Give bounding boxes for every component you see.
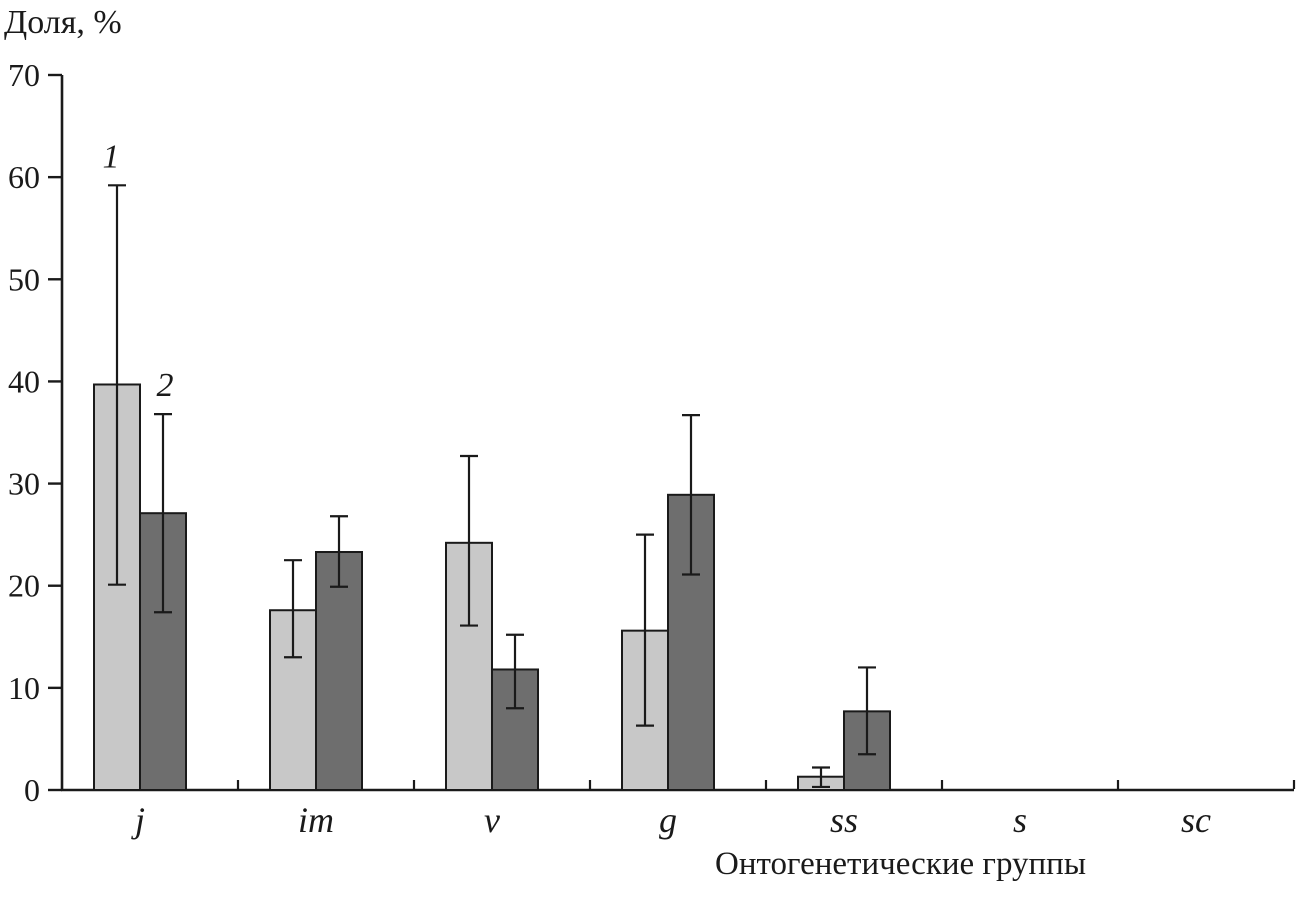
y-axis-title: Доля, % [4, 4, 122, 41]
error-bar-s1-im [284, 559, 302, 659]
error-bar-s2-j [154, 413, 172, 614]
category-label-g: g [659, 800, 677, 840]
series-label-1: 1 [103, 138, 120, 175]
category-label-j: j [131, 800, 145, 840]
error-bar-s2-im [330, 515, 348, 588]
y-tick-label: 60 [8, 159, 40, 195]
y-tick-label: 50 [8, 261, 40, 297]
category-label-ss: ss [830, 800, 858, 840]
category-label-sc: sc [1181, 800, 1211, 840]
error-bar-s2-v [506, 633, 524, 710]
error-bar-s2-g [682, 414, 700, 576]
y-tick-label: 30 [8, 466, 40, 502]
y-tick-label: 40 [8, 363, 40, 399]
series-label-2: 2 [157, 367, 174, 404]
x-axis-title: Онтогенетические группы [715, 846, 1087, 882]
category-label-im: im [298, 800, 334, 840]
y-tick-label: 10 [8, 670, 40, 706]
category-label-v: v [484, 800, 500, 840]
category-label-s: s [1013, 800, 1027, 840]
error-bar-s2-ss [858, 666, 876, 756]
error-bar-s1-g [636, 533, 654, 727]
error-bar-s1-j [108, 184, 126, 586]
bar-s2-im [315, 551, 363, 791]
error-bar-s1-ss [812, 766, 830, 789]
y-tick-label: 0 [24, 772, 40, 808]
error-bar-s1-v [460, 454, 478, 627]
y-tick-label: 20 [8, 568, 40, 604]
y-tick-label: 70 [8, 57, 40, 93]
